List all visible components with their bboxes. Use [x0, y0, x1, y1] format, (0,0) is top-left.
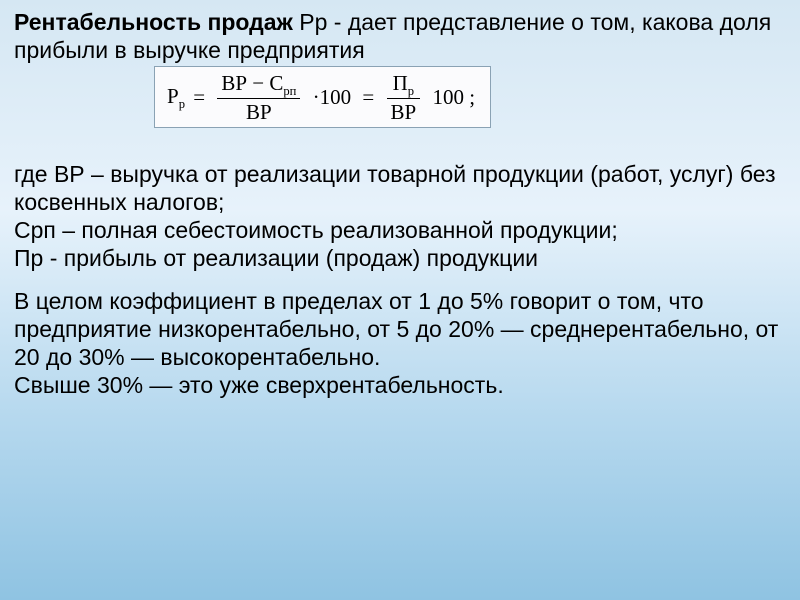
numerator-2: Пр — [387, 71, 421, 99]
title-bold: Рентабельность продаж — [14, 9, 293, 35]
coeff-paragraph: В целом коэффициент в пределах от 1 до 5… — [14, 287, 786, 371]
tail: 100 ; — [432, 85, 475, 111]
where-srp: Срп – полная себестоимость реализованной… — [14, 216, 786, 244]
fraction-1: ВР − Срп ВР — [217, 71, 300, 125]
numerator-1: ВР − Срп — [217, 71, 300, 99]
spacer-1 — [14, 134, 786, 160]
fraction-2: Пр ВР — [387, 71, 421, 125]
formula: Рр = ВР − Срп ВР ·100 = Пр ВР 100 ; — [167, 84, 478, 108]
equals-2: = — [362, 85, 374, 111]
formula-box: Рр = ВР − Срп ВР ·100 = Пр ВР 100 ; — [154, 66, 491, 128]
denominator-2: ВР — [387, 99, 421, 126]
where-pr: Пр - прибыль от реализации (продаж) прод… — [14, 244, 786, 272]
mult100-1: ·100 — [313, 85, 352, 111]
spacer-2 — [14, 273, 786, 287]
title-paragraph: Рентабельность продаж Рр - дает представ… — [14, 8, 786, 64]
slide: Рентабельность продаж Рр - дает представ… — [0, 0, 800, 600]
over30-paragraph: Свыше 30% — это уже сверхрентабельность. — [14, 371, 786, 399]
where-vr: где ВР – выручка от реализации товарной … — [14, 160, 786, 216]
denominator-1: ВР — [217, 99, 300, 126]
lhs: Рр — [167, 84, 185, 108]
equals-1: = — [193, 85, 205, 111]
